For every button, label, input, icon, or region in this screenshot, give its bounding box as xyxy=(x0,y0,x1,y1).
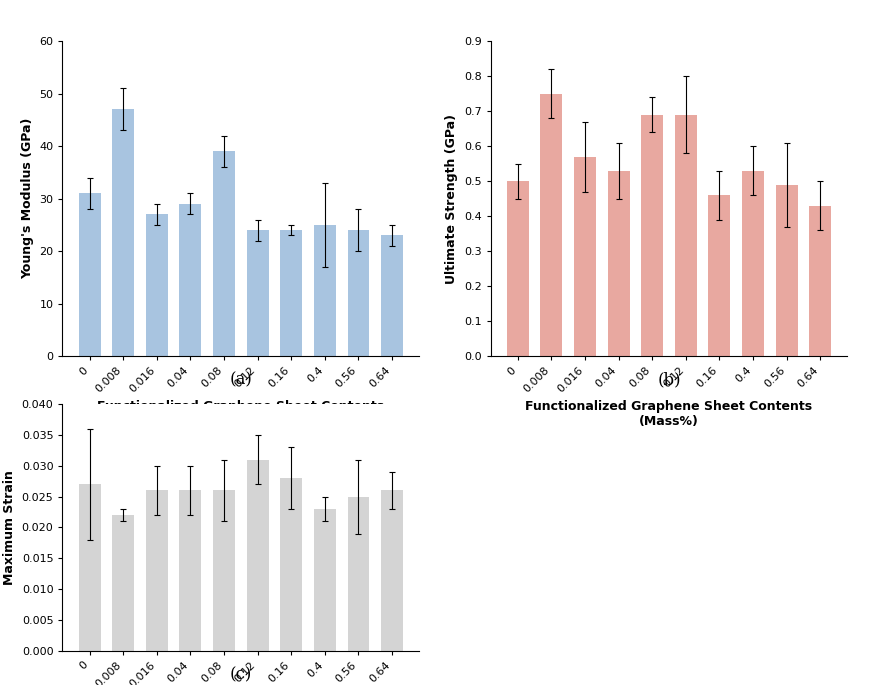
Bar xyxy=(112,515,134,651)
Bar xyxy=(675,114,697,356)
Bar xyxy=(541,94,562,356)
Bar xyxy=(381,490,403,651)
Text: (c): (c) xyxy=(229,667,252,683)
Bar xyxy=(78,193,101,356)
Bar xyxy=(146,214,168,356)
Bar xyxy=(146,490,168,651)
Bar xyxy=(213,151,235,356)
Bar xyxy=(641,114,663,356)
X-axis label: Functionalized Graphene Sheet Contents
(Mass%): Functionalized Graphene Sheet Contents (… xyxy=(97,400,384,428)
Bar xyxy=(213,490,235,651)
Bar xyxy=(78,484,101,651)
Bar xyxy=(607,171,630,356)
Bar xyxy=(574,157,596,356)
Bar xyxy=(179,490,202,651)
Text: (a): (a) xyxy=(229,372,252,388)
Bar xyxy=(314,225,335,356)
Bar xyxy=(381,236,403,356)
Y-axis label: Maximum Strain: Maximum Strain xyxy=(3,470,16,585)
Bar xyxy=(708,195,731,356)
Bar xyxy=(507,181,529,356)
Bar xyxy=(247,230,268,356)
Bar xyxy=(247,460,268,651)
Bar xyxy=(348,230,369,356)
Bar xyxy=(280,478,302,651)
Bar xyxy=(314,509,335,651)
Bar xyxy=(179,204,202,356)
Bar xyxy=(280,230,302,356)
Text: (b): (b) xyxy=(657,372,681,388)
Y-axis label: Ultimate Strength (GPa): Ultimate Strength (GPa) xyxy=(445,114,458,284)
Bar xyxy=(776,185,797,356)
Bar xyxy=(112,110,134,356)
Bar xyxy=(742,171,764,356)
X-axis label: Functionalized Graphene Sheet Contents
(Mass%): Functionalized Graphene Sheet Contents (… xyxy=(525,400,813,428)
Bar xyxy=(348,497,369,651)
Y-axis label: Young's Modulus (GPa): Young's Modulus (GPa) xyxy=(21,118,34,279)
Bar xyxy=(809,206,831,356)
